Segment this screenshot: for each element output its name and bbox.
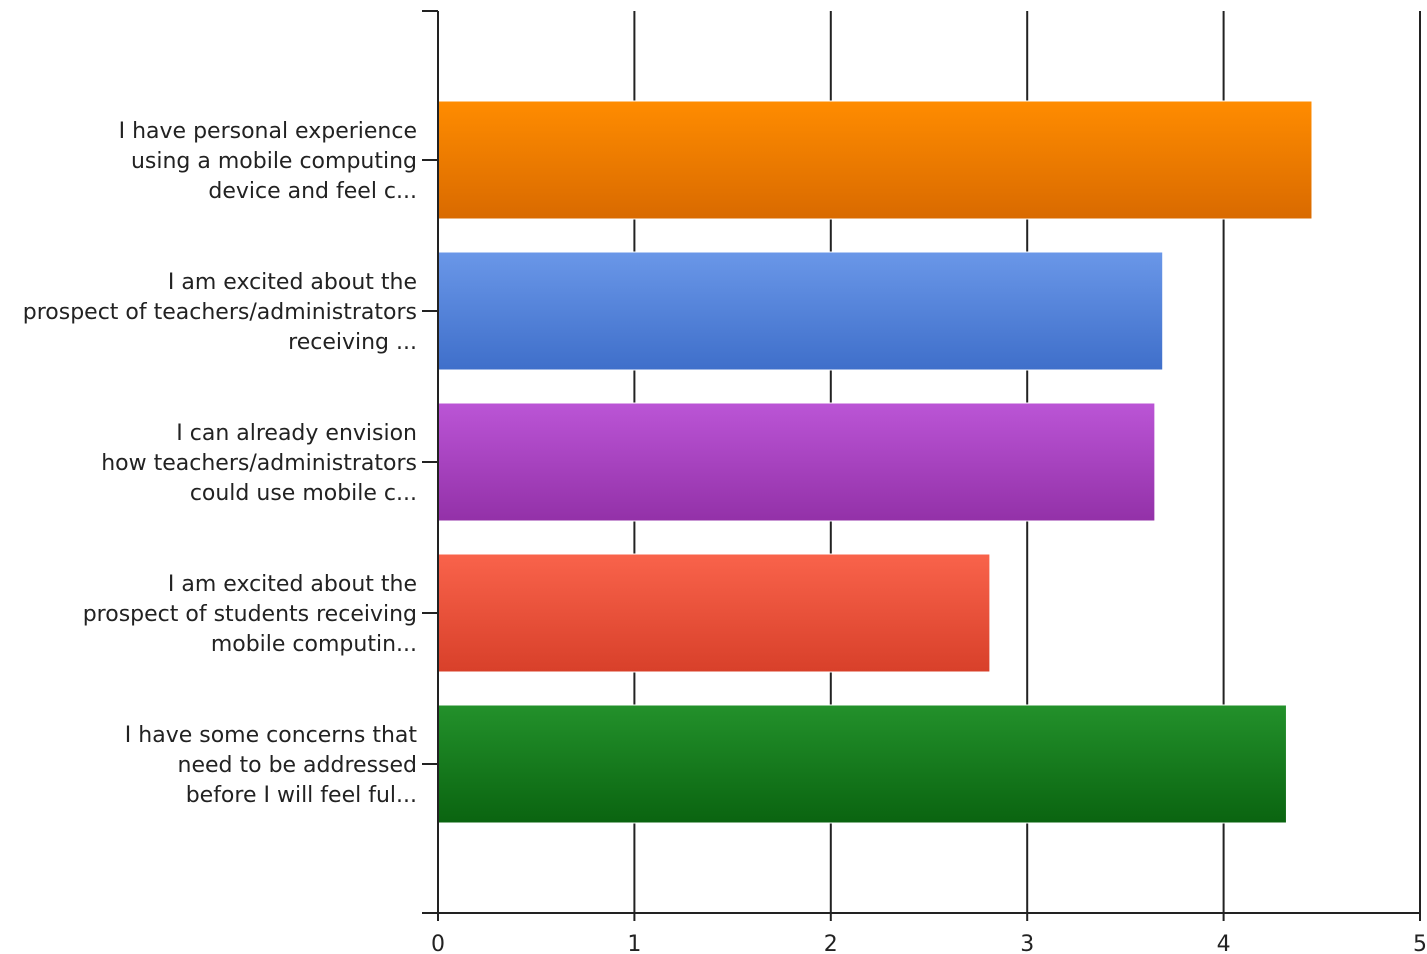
category-label-4-line-1: I am excited about the [168,572,417,597]
category-label-5-line-1: I have some concerns that [125,723,418,748]
category-labels: I have personal experience using a mobile… [23,119,418,808]
category-label-2-line-1: I am excited about the [168,270,417,295]
x-tick-label-3: 3 [1020,932,1034,954]
x-tick-label-1: 1 [627,932,641,954]
x-tick-label-4: 4 [1217,932,1231,954]
category-label-2-line-3: receiving ... [288,330,417,355]
category-label-3-line-1: I can already envision [176,421,417,446]
category-label-2-line-2: prospect of teachers/administrators [23,300,417,325]
bars [437,100,1313,824]
category-label-5-line-2: need to be addressed [178,753,417,778]
category-label-3: I can already envision how teachers/admin… [101,421,417,506]
category-label-1-line-2: using a mobile computing [131,149,417,174]
bar-2 [437,251,1164,371]
category-label-4: I am excited about the prospect of studen… [83,572,417,657]
category-label-3-line-3: could use mobile c... [190,481,417,506]
bar-4 [437,553,991,673]
category-label-4-line-2: prospect of students receiving [83,602,417,627]
bar-5 [437,704,1287,824]
category-label-1: I have personal experience using a mobile… [119,119,417,204]
x-tick-label-0: 0 [431,932,445,954]
bar-3 [437,402,1156,522]
category-label-1-line-3: device and feel c... [208,179,417,204]
x-tick-label-5: 5 [1413,932,1427,954]
category-label-3-line-2: how teachers/administrators [101,451,417,476]
category-label-1-line-1: I have personal experience [119,119,417,144]
axes [422,10,1420,921]
tick-labels: 0 1 2 3 4 5 [431,932,1427,954]
bar-1 [437,100,1313,220]
category-label-4-line-3: mobile computin... [211,632,417,657]
category-label-2: I am excited about the prospect of teache… [23,270,417,355]
category-label-5-line-3: before I will feel ful... [186,783,417,808]
category-label-5: I have some concerns that need to be addr… [125,723,418,808]
x-tick-label-2: 2 [824,932,838,954]
